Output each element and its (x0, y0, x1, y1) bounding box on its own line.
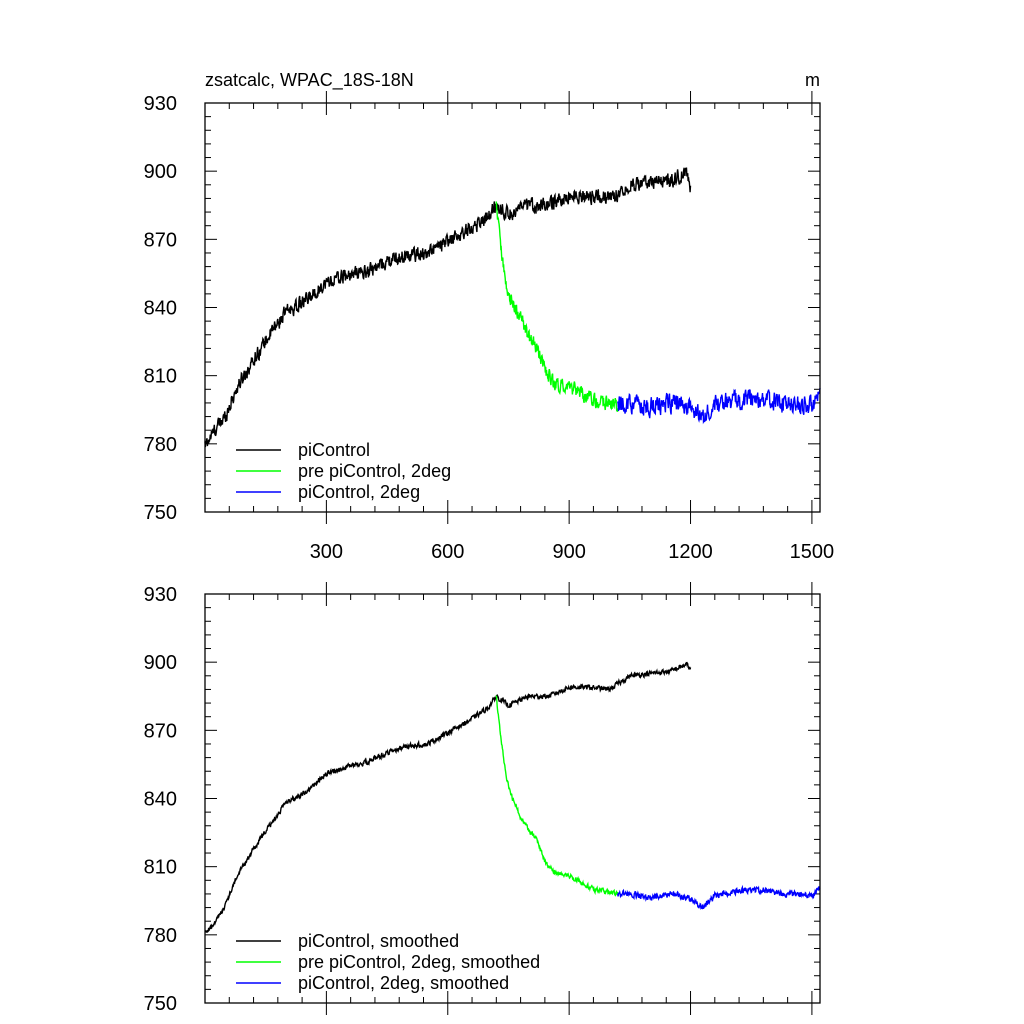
legend-label: piControl (298, 440, 370, 460)
axis-ticks: 750 780 810 840 870 900 930 (144, 582, 820, 1015)
series-line-2 (495, 201, 619, 412)
series-line-3 (617, 388, 821, 425)
y-tick-label: 870 (144, 229, 177, 251)
series-line-2 (495, 695, 619, 897)
x-tick-label: 1500 (790, 541, 835, 563)
legend-label: pre piControl, 2deg (298, 461, 451, 481)
y-tick-label: 810 (144, 366, 177, 388)
x-tick-label: 1200 (668, 541, 713, 563)
x-tick-label: 900 (552, 541, 585, 563)
series-lines (204, 661, 821, 933)
y-tick-label: 810 (144, 857, 177, 879)
y-tick-label: 780 (144, 925, 177, 947)
chart-panel-top: zsatcalc, WPAC_18S-18N m 750 780 810 840 870… (144, 70, 835, 563)
y-tick-label: 930 (144, 584, 177, 606)
y-tick-label: 900 (144, 652, 177, 674)
y-tick-label: 930 (144, 93, 177, 115)
legend-label: piControl, smoothed (298, 931, 459, 951)
series-line-3 (617, 884, 821, 910)
y-tick-label: 840 (144, 789, 177, 811)
axis-ticks: 750 780 810 840 870 900 930 300 600 900 1200 1500 (144, 91, 835, 563)
y-tick-label: 900 (144, 161, 177, 183)
y-tick-label: 840 (144, 298, 177, 320)
chart-title: zsatcalc, WPAC_18S-18N (205, 70, 414, 91)
legend-label: pre piControl, 2deg, smoothed (298, 952, 540, 972)
series-lines (204, 167, 821, 448)
plot-frame (204, 593, 821, 1004)
y-tick-label: 750 (144, 993, 177, 1015)
x-tick-label: 600 (431, 541, 464, 563)
legend-label: piControl, 2deg, smoothed (298, 973, 509, 993)
x-tick-label: 300 (310, 541, 343, 563)
y-tick-label: 780 (144, 434, 177, 456)
series-line-1 (204, 167, 692, 448)
chart-units: m (805, 70, 820, 90)
y-tick-label: 750 (144, 502, 177, 524)
legend-label: piControl, 2deg (298, 482, 420, 502)
chart-panel-bottom: 750 780 810 840 870 900 930 piControl, smoothe… (144, 582, 821, 1015)
y-tick-label: 870 (144, 720, 177, 742)
plot-frame (204, 102, 821, 513)
series-line-1 (204, 661, 692, 933)
